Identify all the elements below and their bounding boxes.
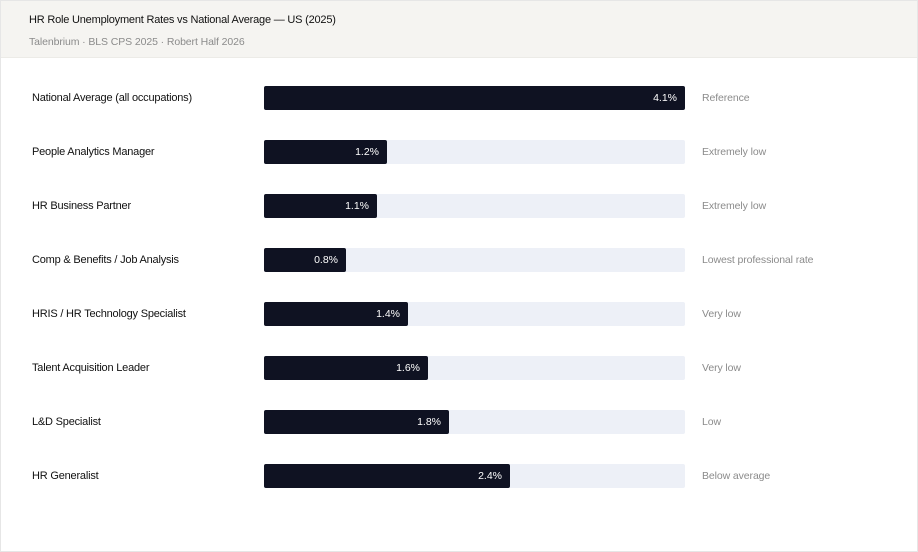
- rating-note: Extremely low: [702, 200, 767, 212]
- value-label: 1.1%: [345, 200, 369, 212]
- bar-row: Comp & Benefits / Job Analysis 0.8% Lowest…: [1, 247, 917, 273]
- bar-row: National Average (all occupations) 4.1% Re…: [1, 85, 917, 111]
- value-label: 1.6%: [396, 362, 420, 374]
- category-label: National Average (all occupations): [32, 92, 192, 104]
- chart-title: HR Role Unemployment Rates vs National A…: [29, 14, 336, 26]
- bar-track: 2.4%: [264, 464, 685, 488]
- bar: 2.4%: [264, 464, 510, 488]
- bar-row: HR Business Partner 1.1% Extremely low: [1, 193, 917, 219]
- value-label: 1.8%: [417, 416, 441, 428]
- bar: 0.8%: [264, 248, 346, 272]
- rating-note: Below average: [702, 470, 771, 482]
- category-label: People Analytics Manager: [32, 146, 155, 158]
- category-label: Comp & Benefits / Job Analysis: [32, 254, 179, 266]
- bar: 1.1%: [264, 194, 377, 218]
- category-label: HRIS / HR Technology Specialist: [32, 308, 186, 320]
- category-label: L&D Specialist: [32, 416, 101, 428]
- bar-row: L&D Specialist 1.8% Low: [1, 409, 917, 435]
- value-label: 2.4%: [478, 470, 502, 482]
- bar: 1.4%: [264, 302, 408, 326]
- value-label: 1.4%: [376, 308, 400, 320]
- bar-track: 1.1%: [264, 194, 685, 218]
- bar-track: 1.4%: [264, 302, 685, 326]
- bar-row: HR Generalist 2.4% Below average: [1, 463, 917, 489]
- rating-note: Very low: [702, 362, 741, 374]
- bar: 4.1%: [264, 86, 685, 110]
- chart-source: Talenbrium · BLS CPS 2025 · Robert Half …: [29, 36, 245, 48]
- bar-chart: National Average (all occupations) 4.1% Re…: [1, 58, 917, 548]
- bar: 1.8%: [264, 410, 449, 434]
- bar-row: Talent Acquisition Leader 1.6% Very low: [1, 355, 917, 381]
- rating-note: Low: [702, 416, 721, 428]
- bar: 1.2%: [264, 140, 387, 164]
- rating-note: Very low: [702, 308, 741, 320]
- rating-note: Extremely low: [702, 146, 767, 158]
- category-label: HR Generalist: [32, 470, 99, 482]
- rating-note: Reference: [702, 92, 750, 104]
- bar-track: 1.2%: [264, 140, 685, 164]
- bar-track: 1.8%: [264, 410, 685, 434]
- chart-header: HR Role Unemployment Rates vs National A…: [1, 1, 917, 58]
- bar-row: People Analytics Manager 1.2% Extremely lo…: [1, 139, 917, 165]
- category-label: HR Business Partner: [32, 200, 131, 212]
- bar-track: 4.1%: [264, 86, 685, 110]
- bar-track: 0.8%: [264, 248, 685, 272]
- value-label: 4.1%: [653, 92, 677, 104]
- bar-track: 1.6%: [264, 356, 685, 380]
- value-label: 1.2%: [355, 146, 379, 158]
- category-label: Talent Acquisition Leader: [32, 362, 150, 374]
- bar: 1.6%: [264, 356, 428, 380]
- bar-row: HRIS / HR Technology Specialist 1.4% Very …: [1, 301, 917, 327]
- rating-note: Lowest professional rate: [702, 254, 814, 266]
- value-label: 0.8%: [314, 254, 338, 266]
